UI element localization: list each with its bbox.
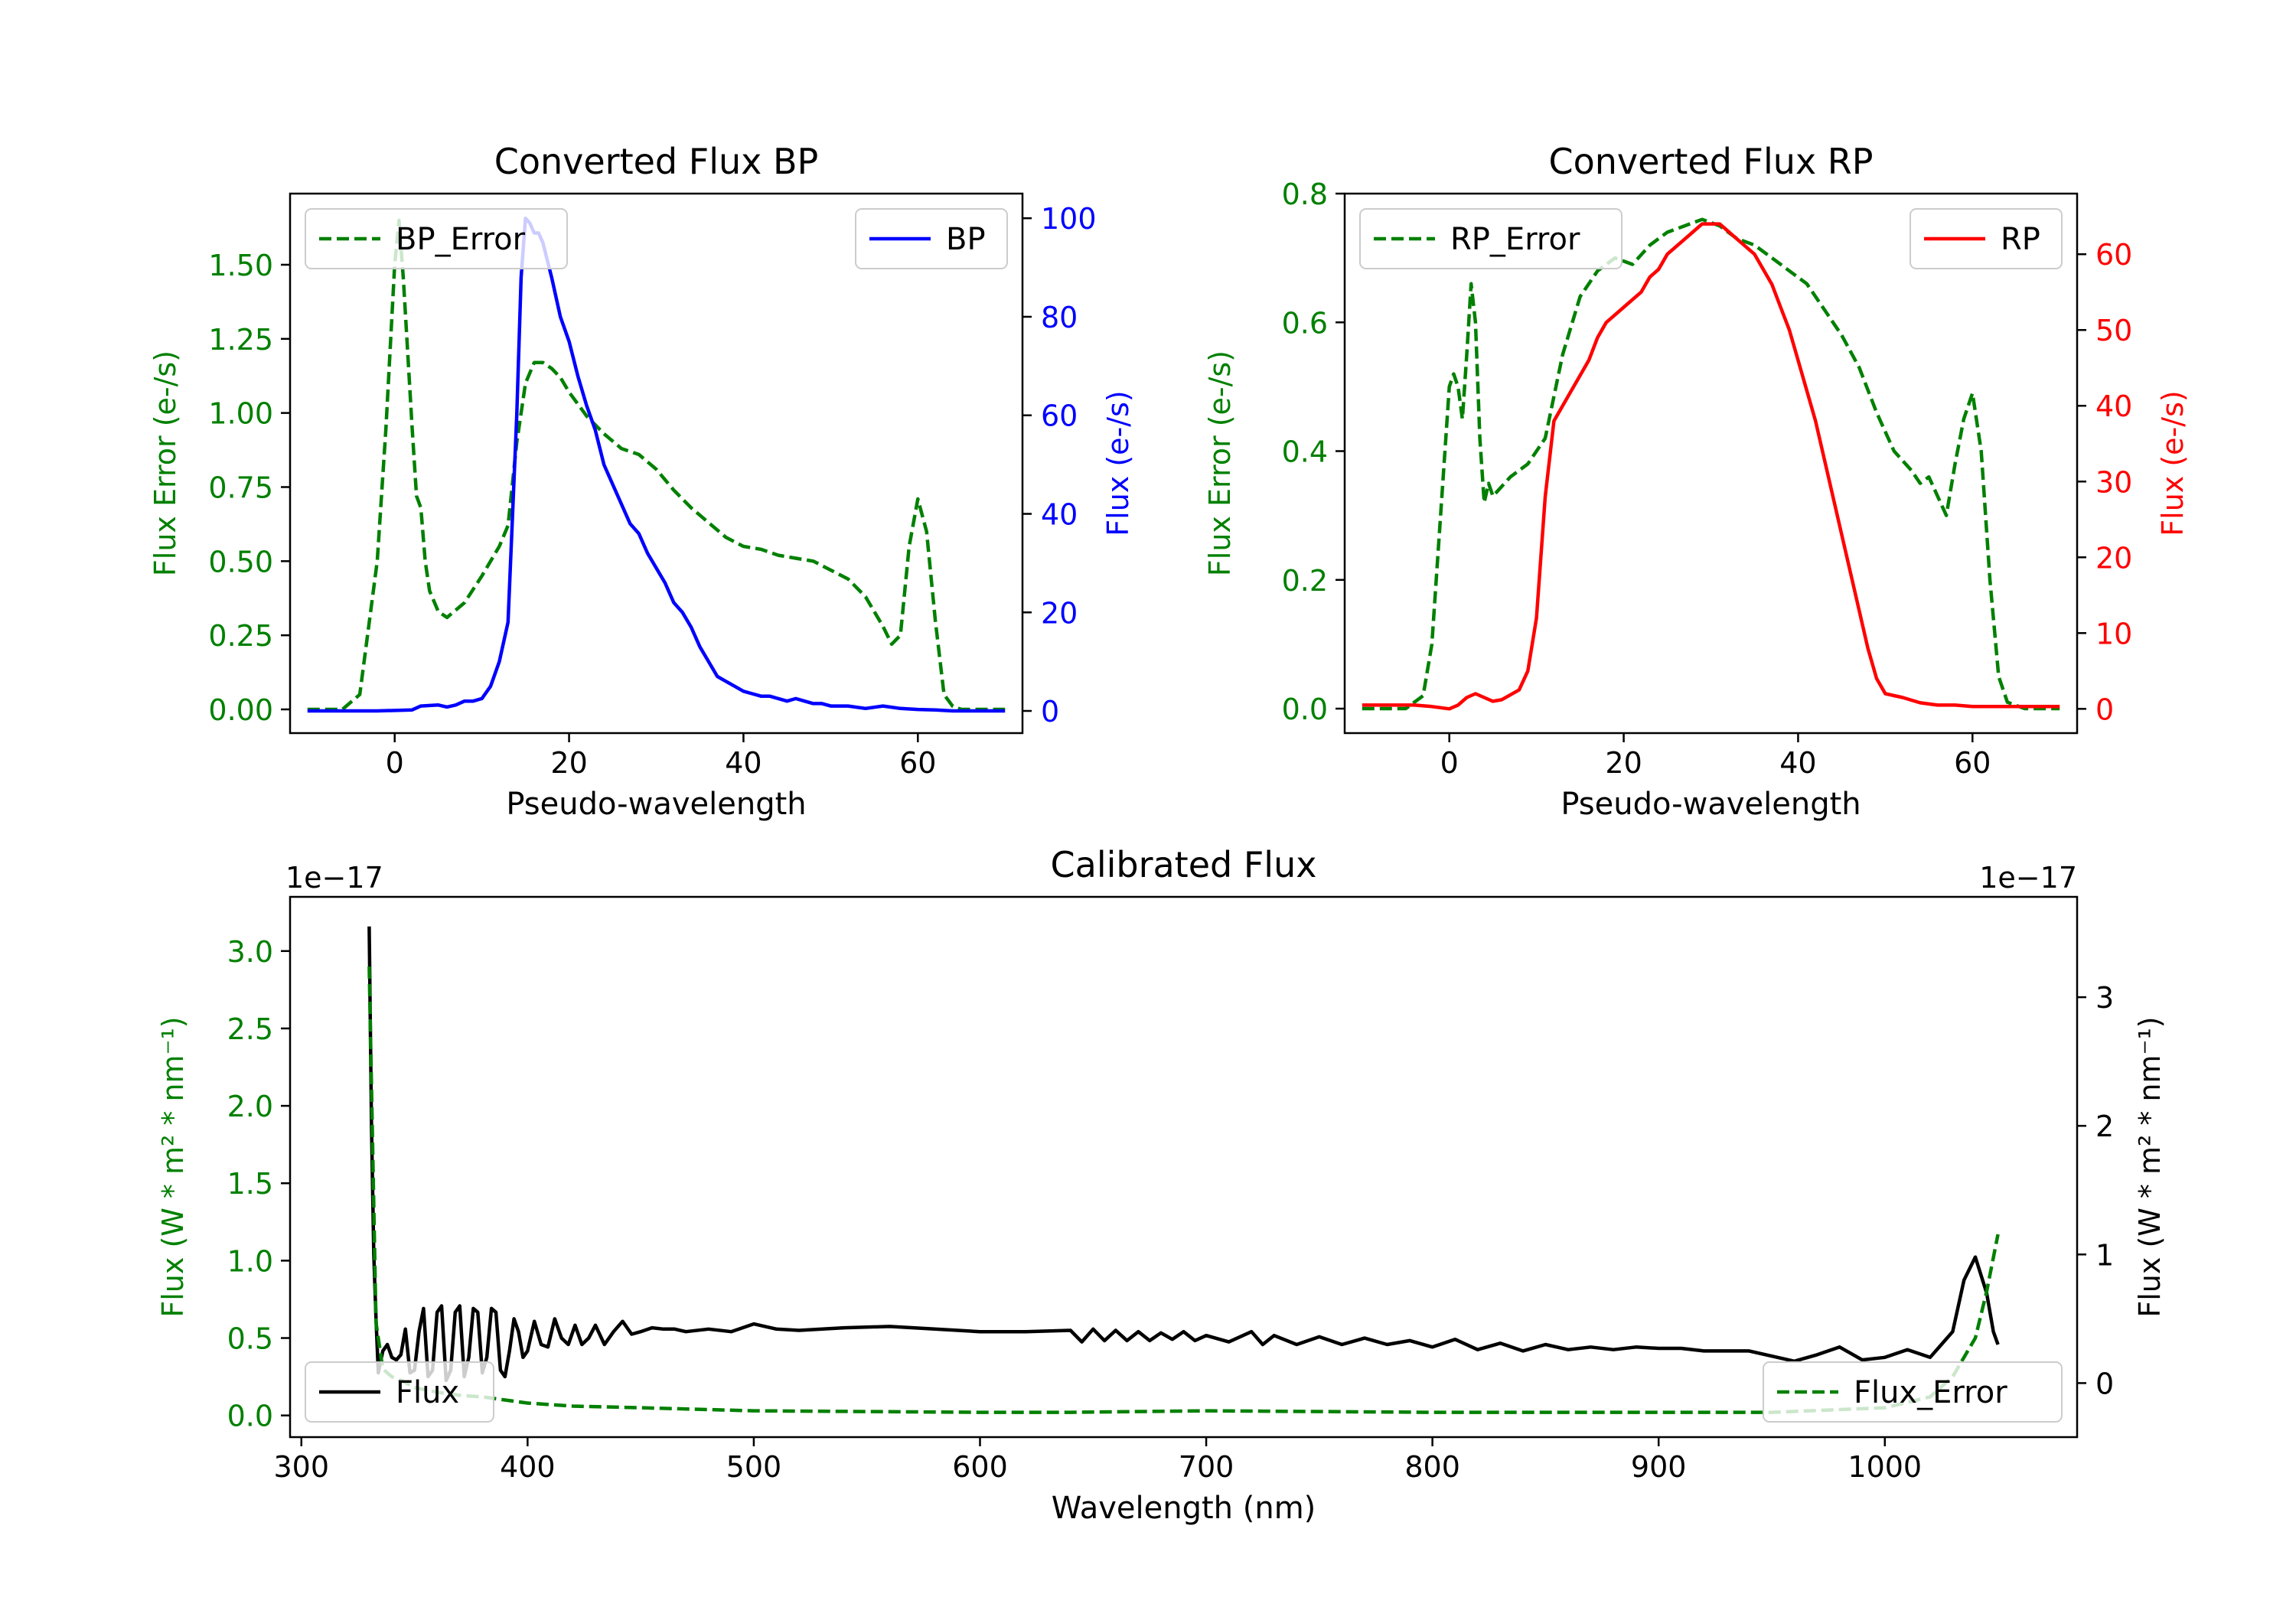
y-right-tick-label: 1: [2095, 1238, 2114, 1272]
y-left-offset-label: 1e−17: [285, 861, 383, 895]
y-right-tick-label: 60: [1041, 399, 1078, 433]
y-left-tick-label: 0.6: [1282, 306, 1328, 340]
x-tick-label: 60: [899, 746, 936, 780]
x-tick-label: 20: [1605, 746, 1642, 780]
series-line-bp: [307, 216, 1006, 713]
legend-rp: RP: [1910, 208, 2063, 269]
y-right-tick-label: 2: [2095, 1110, 2114, 1143]
y-left-tick-label: 0.25: [208, 619, 273, 653]
y-left-axis-label: Flux (W * m² * nm⁻¹): [156, 1016, 190, 1317]
y-right-axis-label: Flux (e-/s): [1101, 390, 1135, 536]
legend-box: [305, 208, 568, 269]
x-tick-label: 500: [726, 1450, 782, 1484]
y-left-tick-label: 0.75: [208, 471, 273, 504]
chart-title: Converted Flux RP: [1549, 141, 1874, 182]
y-left-tick-label: 0.00: [208, 693, 273, 727]
legend-label: Flux: [396, 1375, 459, 1410]
y-left-tick-label: 0.4: [1282, 435, 1328, 469]
x-tick-label: 800: [1404, 1450, 1460, 1484]
chart-title: Calibrated Flux: [1051, 844, 1317, 885]
axes-frame: [289, 192, 1024, 735]
y-right-tick-label: 0: [1041, 695, 1059, 729]
legend-box: [1763, 1361, 2063, 1423]
calibrated-chart: 300 400 500 600 700 800 900 1000 0.0 0.5 1.0 1.5 2.0…: [156, 844, 2167, 1526]
axes-frame: [1343, 192, 2079, 735]
y-left-tick-label: 0.5: [227, 1322, 273, 1356]
legend-label: RP_Error: [1450, 222, 1580, 257]
legend-box: [305, 1361, 494, 1423]
bp-chart: 0 20 40 60 0.00 0.25 0.50 0.75 1.00 1.25 1.50 0 20 40…: [148, 141, 1135, 822]
x-tick-label: 400: [500, 1450, 556, 1484]
y-right-tick-label: 20: [1041, 596, 1078, 630]
y-left-tick-label: 0.2: [1282, 564, 1328, 598]
y-left-axis-label: Flux Error (e-/s): [148, 350, 182, 576]
x-axis-label: Wavelength (nm): [1052, 1491, 1316, 1526]
y-left-tick-label: 0.50: [208, 545, 273, 579]
y-right-tick-label: 80: [1041, 301, 1078, 334]
legend-box: [1359, 208, 1623, 269]
x-tick-label: 300: [274, 1450, 330, 1484]
series-line-rp-error: [1362, 217, 2060, 711]
x-tick-label: 40: [1779, 746, 1816, 780]
legend-label: Flux_Error: [1854, 1375, 2007, 1410]
rp-chart: 0 20 40 60 0.0 0.2 0.4 0.6 0.8 0 10 20 30 40 50 60 Conve…: [1203, 141, 2190, 822]
x-tick-label: 0: [386, 746, 404, 780]
y-left-tick-label: 1.50: [208, 249, 273, 282]
y-left-tick-label: 1.0: [227, 1244, 273, 1278]
y-right-tick-label: 40: [1041, 497, 1078, 531]
y-right-tick-label: 40: [2095, 390, 2132, 423]
x-axis-label: Pseudo-wavelength: [506, 787, 806, 822]
y-right-tick-label: 0: [2095, 1367, 2114, 1400]
legend-rp-error: RP_Error: [1359, 208, 1623, 269]
y-left-tick-label: 0.0: [1282, 693, 1328, 726]
x-tick-label: 0: [1440, 746, 1459, 780]
x-tick-label: 600: [952, 1450, 1008, 1484]
legend-label: RP: [2001, 222, 2040, 257]
x-tick-label: 900: [1631, 1450, 1687, 1484]
legend-label: BP: [946, 222, 986, 257]
y-right-tick-label: 100: [1041, 202, 1097, 236]
y-right-tick-label: 20: [2095, 541, 2132, 575]
legend-bp: BP: [855, 208, 1008, 269]
x-tick-label: 700: [1179, 1450, 1234, 1484]
x-tick-label: 60: [1954, 746, 1991, 780]
legend-flux: Flux: [305, 1361, 494, 1423]
y-right-tick-label: 30: [2095, 465, 2132, 499]
y-right-offset-label: 1e−17: [1979, 861, 2077, 895]
y-right-tick-label: 50: [2095, 314, 2132, 347]
legend-box: [1910, 208, 2063, 269]
y-left-tick-label: 0.8: [1282, 178, 1328, 211]
y-left-tick-label: 1.5: [227, 1167, 273, 1201]
y-right-axis-label: Flux (e-/s): [2156, 390, 2190, 536]
axes-frame: [289, 895, 2079, 1439]
y-left-tick-label: 2.5: [227, 1012, 273, 1046]
y-right-tick-label: 0: [2095, 693, 2114, 726]
legend-label: BP_Error: [396, 222, 526, 257]
y-left-tick-label: 1.00: [208, 397, 273, 431]
y-right-axis-label: Flux (W * m² * nm⁻¹): [2133, 1016, 2167, 1317]
x-tick-label: 1000: [1848, 1450, 1922, 1484]
y-right-tick-label: 3: [2095, 981, 2114, 1015]
y-left-axis-label: Flux Error (e-/s): [1203, 350, 1237, 576]
chart-title: Converted Flux BP: [494, 141, 819, 182]
y-left-tick-label: 0.0: [227, 1400, 273, 1433]
series-line-rp: [1362, 222, 2060, 711]
y-right-tick-label: 60: [2095, 238, 2132, 272]
y-right-tick-label: 10: [2095, 617, 2132, 650]
x-tick-label: 20: [550, 746, 587, 780]
legend-bp-error: BP_Error: [305, 208, 568, 269]
legend-flux-error: Flux_Error: [1763, 1361, 2063, 1423]
x-axis-label: Pseudo-wavelength: [1561, 787, 1861, 822]
y-left-tick-label: 1.25: [208, 323, 273, 357]
y-left-tick-label: 3.0: [227, 935, 273, 969]
legend-box: [855, 208, 1008, 269]
x-tick-label: 40: [725, 746, 762, 780]
series-line-bp-error: [307, 218, 1006, 712]
y-left-tick-label: 2.0: [227, 1090, 273, 1123]
